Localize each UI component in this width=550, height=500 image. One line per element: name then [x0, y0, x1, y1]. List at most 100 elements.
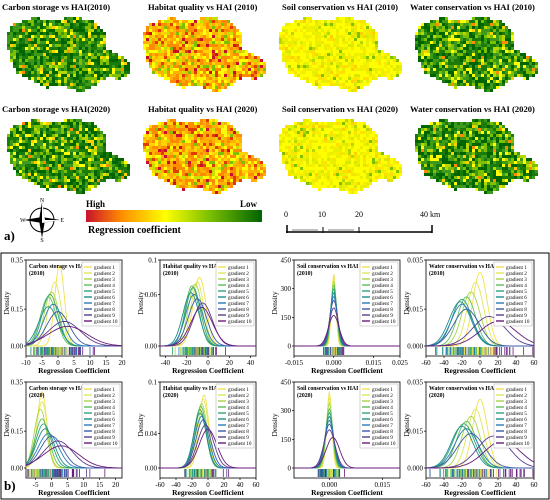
map-cell — [185, 164, 188, 167]
map-cell — [288, 125, 291, 128]
map-cell — [46, 152, 49, 155]
map-cell — [372, 53, 375, 56]
map-cell — [493, 47, 496, 50]
map-cell — [94, 83, 97, 86]
map-cell — [212, 191, 215, 194]
map-cell — [61, 125, 64, 128]
map-soil-2020 — [279, 119, 402, 194]
map-cell — [176, 38, 179, 41]
map-cell — [357, 32, 360, 35]
map-cell — [321, 128, 324, 131]
map-cell — [297, 23, 300, 26]
map-cell — [254, 68, 257, 71]
map-cell — [499, 53, 502, 56]
map-cell — [324, 53, 327, 56]
map-cell — [294, 23, 297, 26]
map-cell — [306, 140, 309, 143]
map-cell — [336, 65, 339, 68]
map-cell — [179, 53, 182, 56]
map-cell — [67, 134, 70, 137]
map-cell — [22, 71, 25, 74]
map-cell — [393, 161, 396, 164]
map-cell — [176, 146, 179, 149]
map-cell — [88, 137, 91, 140]
map-cell — [260, 71, 263, 74]
map-cell — [16, 41, 19, 44]
map-cell — [37, 62, 40, 65]
map-cell — [300, 143, 303, 146]
map-cell — [285, 47, 288, 50]
map-cell — [421, 59, 424, 62]
map-cell — [188, 71, 191, 74]
map-cell — [64, 164, 67, 167]
map-cell — [451, 65, 454, 68]
map-cell — [339, 125, 342, 128]
map-cell — [37, 176, 40, 179]
map-cell — [257, 71, 260, 74]
map-cell — [203, 161, 206, 164]
map-cell — [16, 62, 19, 65]
map-cell — [396, 161, 399, 164]
map-cell — [511, 65, 514, 68]
map-cell — [85, 182, 88, 185]
map-cell — [224, 137, 227, 140]
map-cell — [357, 158, 360, 161]
map-cell — [10, 26, 13, 29]
map-cell — [124, 59, 127, 62]
map-cell — [333, 80, 336, 83]
map-cell — [158, 23, 161, 26]
map-cell — [85, 47, 88, 50]
map-cell — [321, 20, 324, 23]
map-cell — [481, 44, 484, 47]
map-cell — [91, 83, 94, 86]
map-cell — [348, 59, 351, 62]
map-cell — [58, 56, 61, 59]
map-cell — [230, 44, 233, 47]
map-cell — [185, 35, 188, 38]
map-cell — [330, 26, 333, 29]
map-cell — [251, 170, 254, 173]
map-cell — [52, 23, 55, 26]
map-cell — [339, 35, 342, 38]
map-cell — [520, 65, 523, 68]
map-cell — [206, 125, 209, 128]
map-cell — [103, 140, 106, 143]
map-cell — [13, 44, 16, 47]
map-cell — [28, 77, 31, 80]
map-cell — [206, 41, 209, 44]
map-cell — [94, 164, 97, 167]
map-cell — [52, 167, 55, 170]
map-cell — [436, 65, 439, 68]
map-cell — [49, 35, 52, 38]
map-cell — [188, 167, 191, 170]
map-cell — [158, 128, 161, 131]
map-cell — [351, 74, 354, 77]
map-cell — [354, 158, 357, 161]
map-cell — [339, 53, 342, 56]
map-cell — [185, 50, 188, 53]
map-cell — [94, 149, 97, 152]
map-cell — [236, 164, 239, 167]
map-soil-2010 — [279, 17, 402, 92]
map-cell — [387, 167, 390, 170]
map-cell — [245, 161, 248, 164]
map-cell — [43, 80, 46, 83]
map-cell — [28, 131, 31, 134]
map-cell — [357, 77, 360, 80]
map-cell — [97, 29, 100, 32]
map-cell — [212, 137, 215, 140]
map-cell — [206, 77, 209, 80]
map-cell — [170, 38, 173, 41]
map-cell — [43, 20, 46, 23]
map-cell — [49, 65, 52, 68]
map-cell — [369, 164, 372, 167]
map-cell — [330, 29, 333, 32]
map-cell — [76, 176, 79, 179]
map-cell — [348, 134, 351, 137]
map-cell — [58, 161, 61, 164]
map-cell — [499, 32, 502, 35]
map-cell — [176, 77, 179, 80]
map-cell — [354, 146, 357, 149]
map-cell — [194, 53, 197, 56]
map-cell — [194, 164, 197, 167]
